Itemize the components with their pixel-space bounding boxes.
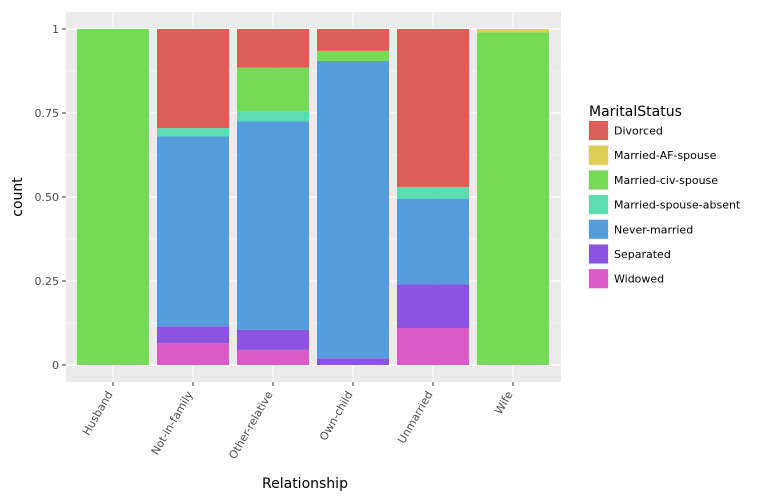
y-tick-label: 1 bbox=[52, 23, 59, 36]
bar-unmarried-married-spouse-absent bbox=[397, 186, 469, 199]
legend-label: Married-civ-spouse bbox=[614, 174, 718, 187]
bar-own-child-divorced bbox=[317, 29, 389, 51]
bar-not-in-family-married-spouse-absent bbox=[157, 128, 229, 137]
legend-swatch-never-married bbox=[589, 219, 608, 239]
bar-wife-married-civ-spouse bbox=[477, 32, 549, 366]
x-tick-label: Unmarried bbox=[395, 389, 435, 446]
legend-swatch-divorced bbox=[589, 121, 608, 140]
bar-other-relative-widowed bbox=[237, 349, 309, 365]
bar-not-in-family-divorced bbox=[157, 29, 229, 129]
legend-label: Separated bbox=[614, 248, 671, 261]
x-tick-label: Not-in-family bbox=[149, 389, 196, 458]
x-tick-label: Other-relative bbox=[226, 389, 275, 462]
bar-other-relative-divorced bbox=[237, 29, 309, 68]
y-tick-label: 0.50 bbox=[35, 191, 60, 204]
y-axis-title: count bbox=[10, 177, 26, 217]
bar-not-in-family-never-married bbox=[157, 136, 229, 327]
bar-other-relative-never-married bbox=[237, 121, 309, 330]
x-axis-title: Relationship bbox=[262, 476, 348, 492]
bar-own-child-married-civ-spouse bbox=[317, 50, 389, 61]
bar-husband-married-civ-spouse bbox=[77, 29, 149, 365]
legend-label: Widowed bbox=[614, 273, 664, 286]
legend-swatch-married-spouse-absent bbox=[589, 195, 608, 215]
y-tick-label: 0.75 bbox=[35, 107, 60, 120]
y-axis: 0 0.25 0.50 0.75 1 bbox=[35, 23, 66, 372]
bar-own-child-never-married bbox=[317, 60, 389, 359]
legend: MaritalStatus Divorced Married-AF-spouse M… bbox=[588, 104, 741, 290]
legend-swatch-married-civ-spouse bbox=[589, 170, 608, 190]
legend-label: Married-spouse-absent bbox=[614, 199, 741, 212]
bar-not-in-family-separated bbox=[157, 326, 229, 344]
bars bbox=[77, 29, 549, 366]
legend-label: Divorced bbox=[614, 125, 663, 138]
bar-other-relative-married-spouse-absent bbox=[237, 111, 309, 122]
bar-wife-married-af-spouse bbox=[477, 29, 549, 33]
bar-not-in-family-widowed bbox=[157, 343, 229, 365]
legend-label: Married-AF-spouse bbox=[614, 149, 717, 162]
bar-unmarried-never-married bbox=[397, 198, 469, 285]
x-tick-label: Wife bbox=[492, 389, 516, 417]
x-tick-label: Husband bbox=[80, 389, 116, 438]
bar-unmarried-widowed bbox=[397, 328, 469, 365]
bar-other-relative-separated bbox=[237, 329, 309, 350]
legend-swatch-separated bbox=[589, 244, 608, 264]
x-axis: Husband Not-in-family Other-relative Own-ch… bbox=[80, 382, 516, 461]
legend-title: MaritalStatus bbox=[589, 104, 682, 120]
bar-own-child-separated bbox=[317, 358, 389, 365]
y-tick-label: 0.25 bbox=[35, 275, 60, 288]
y-tick-label: 0 bbox=[52, 359, 59, 372]
legend-swatch-widowed bbox=[589, 269, 608, 289]
bar-unmarried-separated bbox=[397, 284, 469, 329]
legend-label: Never-married bbox=[614, 223, 693, 236]
x-tick-label: Own-child bbox=[317, 389, 356, 443]
bar-other-relative-married-civ-spouse bbox=[237, 67, 309, 112]
legend-swatch-married-af-spouse bbox=[589, 145, 608, 165]
bar-unmarried-divorced bbox=[397, 29, 469, 187]
